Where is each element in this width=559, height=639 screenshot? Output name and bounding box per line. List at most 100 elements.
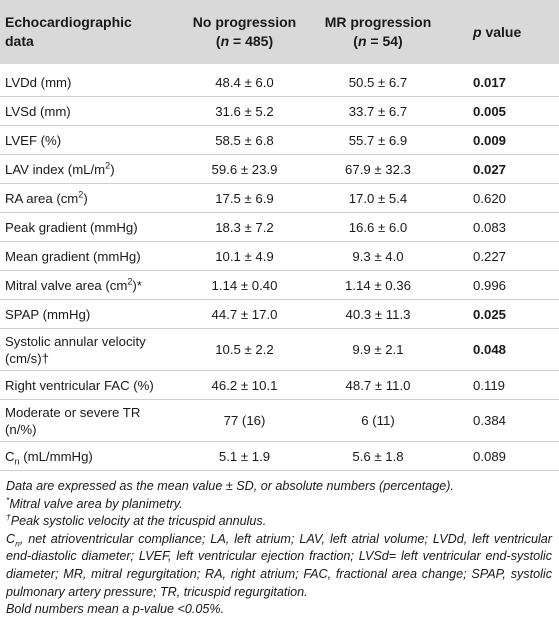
p-value: 0.005: [445, 96, 559, 126]
header-row: Echocardiographic data No progression (n…: [0, 0, 559, 64]
table-row: Systolic annular velocity (cm/s)† 10.5 ± 2…: [0, 328, 559, 371]
footnote-data-expression: Data are expressed as the mean value ± S…: [6, 479, 454, 493]
parameter-label: LVDd (mm): [5, 74, 72, 90]
header-n-italic: n: [357, 33, 367, 49]
mr-progression-value: 9.3 ± 4.0: [311, 241, 445, 271]
table-row: Mitral valve area (cm2)* 1.14 ± 0.40 1.14 …: [0, 270, 559, 300]
row-parameter-name: LVDd (mm): [0, 64, 178, 97]
table-row: SPAP (mmHg) 44.7 ± 17.0 40.3 ± 11.3 0.025: [0, 299, 559, 329]
header-col3-line1: MR progression: [324, 14, 432, 30]
mr-progression-value: 16.6 ± 6.0: [311, 212, 445, 242]
parameter-label-line2: (cm/s)†: [5, 350, 49, 366]
parameter-label: Right ventricular FAC (%): [5, 377, 154, 393]
no-progression-value: 5.1 ± 1.9: [178, 441, 311, 471]
header-echocardiographic-data: Echocardiographic data: [0, 0, 178, 64]
table-row: LVEF (%) 58.5 ± 6.8 55.7 ± 6.9 0.009: [0, 125, 559, 155]
no-progression-value: 31.6 ± 5.2: [178, 96, 311, 126]
no-progression-value: 59.6 ± 23.9: [178, 154, 311, 184]
table-row: Cn (mL/mmHg) 5.1 ± 1.9 5.6 ± 1.8 0.089: [0, 441, 559, 471]
footnote-abbreviations: Cn, net atrioventricular compliance; LA,…: [6, 531, 552, 601]
parameter-label-line2: (n/%): [5, 421, 37, 437]
parameter-label-suffix: (mL/mmHg): [19, 448, 93, 464]
no-progression-value: 48.4 ± 6.0: [215, 74, 274, 90]
p-value: 0.017: [473, 74, 507, 90]
parameter-label: LVEF (%): [5, 132, 62, 148]
footnote-abbrev-text: , net atrioventricular compliance; LA, l…: [6, 531, 552, 599]
footnote-mitral-text: Mitral valve area by planimetry.: [9, 496, 183, 511]
parameter-label: Moderate or severe TR: [5, 404, 141, 420]
mr-progression-value: 50.5 ± 6.7: [348, 74, 408, 90]
parameter-label: Mitral valve area (cm: [5, 277, 128, 293]
row-parameter-name: Peak gradient (mmHg): [0, 212, 178, 242]
row-parameter-name: RA area (cm2): [0, 183, 178, 213]
no-progression-value: 10.5 ± 2.2: [178, 328, 311, 371]
header-col2-line2: (n = 485): [178, 32, 311, 51]
header-col3-n: (n = 54): [353, 33, 403, 49]
p-value: 0.384: [445, 399, 559, 442]
row-parameter-name: Moderate or severe TR (n/%): [0, 399, 178, 442]
table-header: Echocardiographic data No progression (n…: [0, 0, 559, 64]
row-parameter-name: Right ventricular FAC (%): [0, 370, 178, 400]
mr-progression-value: 17.0 ± 5.4: [311, 183, 445, 213]
table-row: RA area (cm2) 17.5 ± 6.9 17.0 ± 5.4 0.620: [0, 183, 559, 213]
p-value: 0.048: [445, 328, 559, 371]
echocardiographic-table-container: Echocardiographic data No progression (n…: [0, 0, 559, 471]
parameter-label: RA area (cm: [5, 190, 79, 206]
no-progression-value: 46.2 ± 10.1: [178, 370, 311, 400]
row-parameter-name: LAV index (mL/m2): [0, 154, 178, 184]
p-value: 0.083: [445, 212, 559, 242]
parameter-label: LAV index (mL/m: [5, 161, 106, 177]
mr-progression-value: 5.6 ± 1.8: [311, 441, 445, 471]
header-col1-label: Echocardiographic data: [5, 14, 132, 49]
footnote-c-letter: C: [6, 531, 16, 546]
table-row: Peak gradient (mmHg) 18.3 ± 7.2 16.6 ± 6.0…: [0, 212, 559, 242]
no-progression-value: 77 (16): [178, 399, 311, 442]
footnote-c-sub: n: [15, 538, 20, 549]
header-n-italic: n: [220, 33, 230, 49]
header-col3-line2: (n = 54): [311, 32, 445, 51]
p-value: 0.996: [445, 270, 559, 300]
table-row: LAV index (mL/m2) 59.6 ± 23.9 67.9 ± 32.3 0…: [0, 154, 559, 184]
header-no-progression: No progression (n = 485): [178, 0, 311, 64]
header-mr-progression: MR progression (n = 54): [311, 0, 445, 64]
mr-progression-value: 40.3 ± 11.3: [311, 299, 445, 329]
mr-progression-value: 33.7 ± 6.7: [311, 96, 445, 126]
table-footnotes: Data are expressed as the mean value ± S…: [6, 478, 552, 619]
p-value: 0.119: [445, 370, 559, 400]
parameter-label: SPAP (mmHg): [5, 306, 91, 322]
footnote-peak-systolic: †Peak systolic velocity at the tricuspid…: [6, 513, 552, 531]
header-p-italic: p: [473, 23, 482, 40]
table-row: LVSd (mm) 31.6 ± 5.2 33.7 ± 6.7 0.005: [0, 96, 559, 126]
parameter-label-suffix: )*: [132, 277, 142, 293]
row-parameter-name: Cn (mL/mmHg): [0, 441, 178, 471]
row-parameter-name: LVSd (mm): [0, 96, 178, 126]
footnote-bold-meaning: Bold numbers mean a p-value <0.05%.: [6, 602, 225, 617]
no-progression-value: 1.14 ± 0.40: [178, 270, 311, 300]
parameter-subscript: n: [14, 456, 20, 467]
table-row: Moderate or severe TR (n/%) 77 (16) 6 (11) 0…: [0, 399, 559, 442]
p-value: 0.620: [445, 183, 559, 213]
parameter-label: C: [5, 448, 15, 464]
no-progression-value: 44.7 ± 17.0: [178, 299, 311, 329]
row-parameter-name: Systolic annular velocity (cm/s)†: [0, 328, 178, 371]
parameter-superscript: 2: [127, 276, 133, 287]
mr-progression-value: 1.14 ± 0.36: [311, 270, 445, 300]
parameter-label: Mean gradient (mmHg): [5, 248, 141, 264]
footnote-peak-text: Peak systolic velocity at the tricuspid …: [10, 514, 267, 529]
row-parameter-name: SPAP (mmHg): [0, 299, 178, 329]
parameter-label-suffix: ): [83, 190, 88, 206]
no-progression-value: 58.5 ± 6.8: [178, 125, 311, 155]
header-p-value: p value: [473, 23, 522, 40]
row-parameter-name: Mean gradient (mmHg): [0, 241, 178, 271]
p-value: 0.089: [445, 441, 559, 471]
no-progression-value: 17.5 ± 6.9: [178, 183, 311, 213]
p-value: 0.025: [445, 299, 559, 329]
table-body: LVDd (mm) 48.4 ± 6.0 50.5 ± 6.7 0.017 LVSd (…: [0, 64, 559, 471]
table-row: Mean gradient (mmHg) 10.1 ± 4.9 9.3 ± 4.0 0…: [0, 241, 559, 271]
parameter-label: LVSd (mm): [5, 103, 71, 119]
footnote-dagger: †: [6, 512, 11, 522]
footnote-asterisk: *: [6, 494, 10, 505]
parameter-label: Peak gradient (mmHg): [5, 219, 138, 235]
header-col2-n: (n = 485): [215, 33, 274, 49]
mr-progression-value: 55.7 ± 6.9: [311, 125, 445, 155]
